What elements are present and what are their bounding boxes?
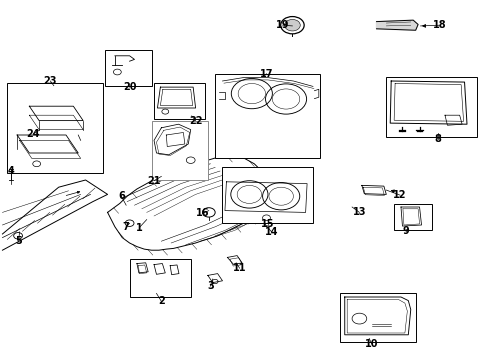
- Bar: [154, 83, 205, 119]
- Bar: [339, 293, 415, 342]
- Bar: [129, 259, 190, 297]
- Text: 7: 7: [122, 222, 129, 232]
- Text: 17: 17: [259, 69, 273, 79]
- Bar: [386, 77, 476, 137]
- Text: 4: 4: [7, 166, 14, 176]
- Text: 20: 20: [122, 82, 136, 92]
- Bar: [215, 74, 320, 158]
- Text: 1: 1: [136, 222, 142, 233]
- Text: 8: 8: [433, 134, 440, 144]
- Text: 11: 11: [232, 263, 246, 273]
- Text: 12: 12: [392, 190, 406, 200]
- Bar: [105, 50, 151, 86]
- Text: 9: 9: [402, 226, 408, 236]
- Text: 13: 13: [352, 207, 366, 217]
- Circle shape: [284, 19, 300, 31]
- Text: 10: 10: [364, 339, 378, 349]
- Text: 21: 21: [147, 176, 161, 186]
- Bar: [7, 83, 102, 173]
- Text: 6: 6: [118, 191, 124, 201]
- Text: 2: 2: [158, 296, 164, 306]
- Text: 16: 16: [196, 208, 209, 218]
- Text: 23: 23: [43, 76, 57, 86]
- Text: 15: 15: [261, 219, 274, 229]
- Bar: [151, 121, 207, 180]
- Polygon shape: [376, 20, 417, 30]
- Bar: [222, 167, 312, 223]
- Text: 14: 14: [264, 227, 278, 237]
- Text: 22: 22: [188, 116, 202, 126]
- Bar: [393, 204, 431, 230]
- Text: 18: 18: [432, 20, 446, 30]
- Text: 24: 24: [26, 129, 40, 139]
- Text: 19: 19: [275, 20, 289, 30]
- Text: 3: 3: [206, 281, 213, 291]
- Text: 5: 5: [15, 236, 22, 246]
